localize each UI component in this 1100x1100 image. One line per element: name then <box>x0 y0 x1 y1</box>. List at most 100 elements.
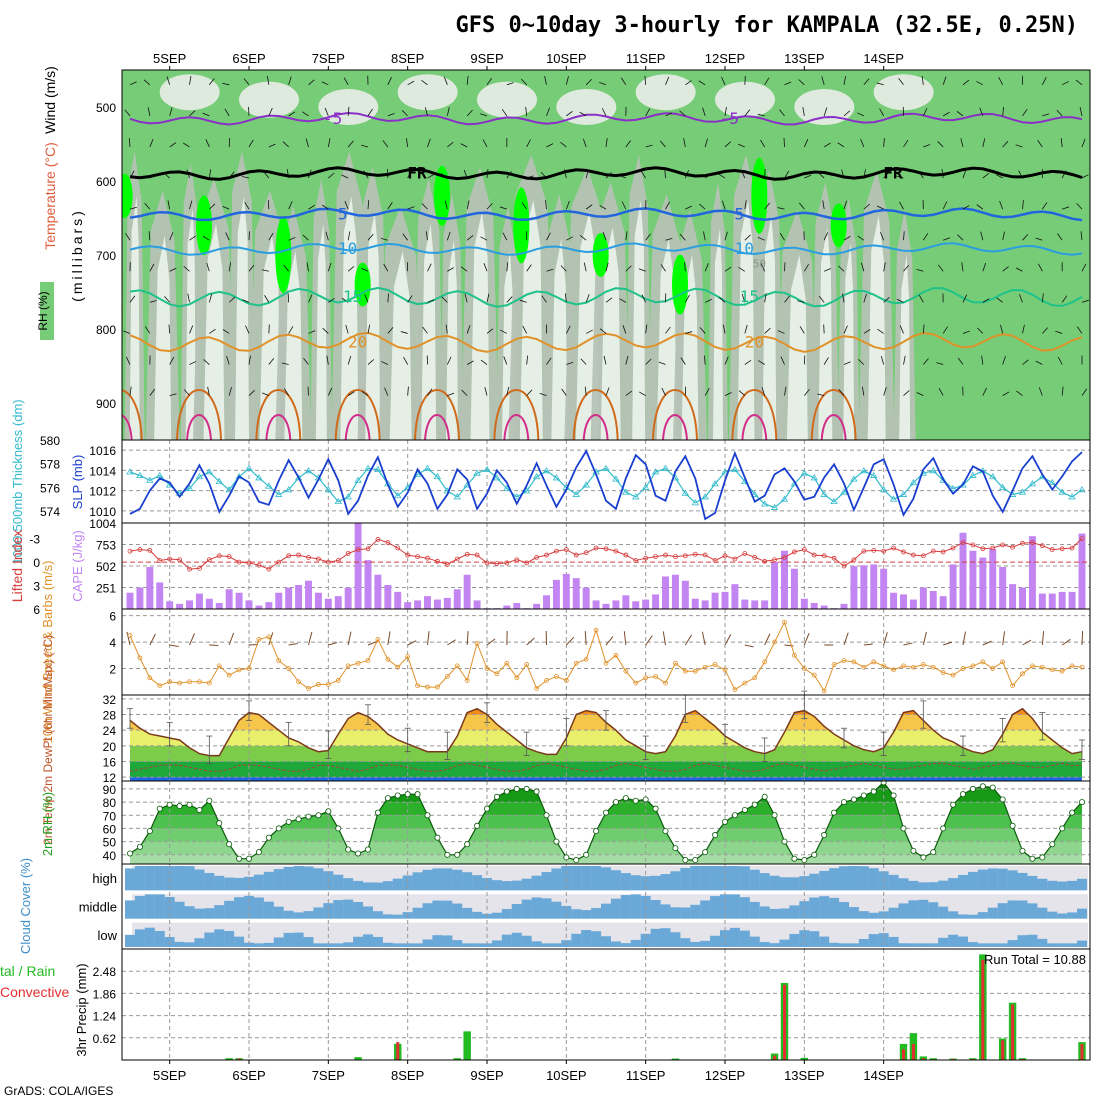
rh-point <box>394 792 401 799</box>
thickness-point <box>870 471 878 478</box>
wind-barb <box>916 269 924 272</box>
lifted-index-point <box>395 545 401 551</box>
wind-barb <box>824 268 831 272</box>
cloud-bar-high <box>581 866 592 891</box>
wind-barb <box>565 200 570 210</box>
wind-barb <box>822 200 825 210</box>
wind-barb <box>367 324 371 334</box>
rh-point <box>206 797 213 804</box>
cloud-bar-middle <box>938 906 949 919</box>
cape-bar <box>1078 533 1086 609</box>
lifted-index-point <box>405 552 411 558</box>
cloud-bar-low <box>571 933 582 947</box>
cloud-bar-middle <box>769 908 780 919</box>
lifted-index-point <box>206 557 212 563</box>
wind-speed-point <box>514 675 520 681</box>
wind-barb <box>896 175 904 179</box>
slp-tick: 1014 <box>89 464 116 478</box>
cloud-bar-low <box>412 943 423 947</box>
cape-bar <box>840 603 848 609</box>
lifted-index-point <box>296 552 301 558</box>
cloud-bar-middle <box>759 906 770 919</box>
temp-contour-30 <box>503 414 530 440</box>
wind-barb <box>288 76 292 85</box>
temp-contour-5 <box>129 207 1083 222</box>
surface-wind-barb <box>623 631 627 646</box>
thickness-point <box>542 467 551 474</box>
rh-band <box>130 841 1082 855</box>
wind-barb <box>486 169 489 179</box>
cloud-bar-middle <box>462 907 473 919</box>
cloud-bar-low <box>581 930 592 947</box>
wind-barb <box>189 75 192 85</box>
cloud-bar-low <box>184 942 195 947</box>
cloud-bar-low <box>948 934 959 947</box>
rh-point <box>642 796 649 803</box>
temp-contour-25 <box>122 389 143 440</box>
slp-tick: 1012 <box>89 485 116 499</box>
wind-barb <box>264 295 270 303</box>
lifted-index-point <box>930 548 936 554</box>
cape-bar <box>305 580 312 609</box>
rh-point <box>702 849 709 856</box>
slp-axis-label: SLP (mb) <box>70 455 85 510</box>
wind-barb <box>347 231 351 241</box>
thickness-point <box>1068 493 1076 500</box>
thickness-point <box>651 468 660 475</box>
wind-barb <box>798 79 805 86</box>
rh-point <box>969 785 976 792</box>
cloud-bar-low <box>511 932 522 947</box>
thickness-point <box>770 503 779 510</box>
wind-barb <box>883 171 890 179</box>
surface-wind-barb <box>189 633 195 646</box>
wind-barb <box>761 387 766 396</box>
wind-barb <box>704 388 710 396</box>
rh-point <box>999 796 1006 803</box>
surface-wind-barb <box>803 632 810 646</box>
wind-barb <box>857 112 865 117</box>
wind-barb <box>380 237 388 241</box>
cloud-bar-high <box>938 880 949 891</box>
wind-barb <box>863 78 870 86</box>
cloud-bar-high <box>432 868 443 891</box>
wind-speed-point <box>851 659 857 665</box>
wind-barb <box>899 201 904 210</box>
wind-barb <box>148 231 151 241</box>
wind-barb <box>699 203 706 210</box>
lifted-index-point <box>732 556 738 562</box>
lifted-index-point <box>663 552 668 558</box>
wind-speed-point <box>226 672 232 678</box>
wind-barb <box>698 80 706 86</box>
lifted-index-point <box>534 555 539 560</box>
wind-speed-point <box>1079 664 1085 670</box>
rh-point <box>900 825 907 832</box>
cape-bar <box>900 594 907 609</box>
wind-barb <box>758 360 765 365</box>
cape-bar <box>384 585 392 609</box>
cloud-bar-low <box>789 933 800 947</box>
wind-barb <box>757 237 765 241</box>
cape-bar <box>126 592 134 609</box>
cloud-bar-low <box>1027 934 1038 947</box>
cape-bar <box>860 565 868 609</box>
rh-point <box>612 799 619 806</box>
cape-bar <box>225 589 233 609</box>
wind-barb <box>539 393 547 396</box>
cape-bar <box>870 564 878 609</box>
wind-speed-point <box>792 652 797 658</box>
wind-barb <box>344 201 349 210</box>
thickness-point <box>215 477 223 484</box>
surface-wind-barb <box>724 634 732 646</box>
lifted-index-point <box>623 552 629 558</box>
rh-point <box>1009 822 1016 829</box>
cape-bar <box>443 597 451 609</box>
very-dry-zone <box>129 196 140 440</box>
cloud-bar-middle <box>333 900 344 919</box>
wind-barb <box>843 200 848 210</box>
wind-barb <box>804 389 810 396</box>
precip-total-bar <box>463 1031 471 1060</box>
wind-barb <box>599 81 607 86</box>
wind-speed-point <box>137 655 143 661</box>
wind-barb <box>798 202 805 210</box>
wind-barb <box>347 140 354 148</box>
